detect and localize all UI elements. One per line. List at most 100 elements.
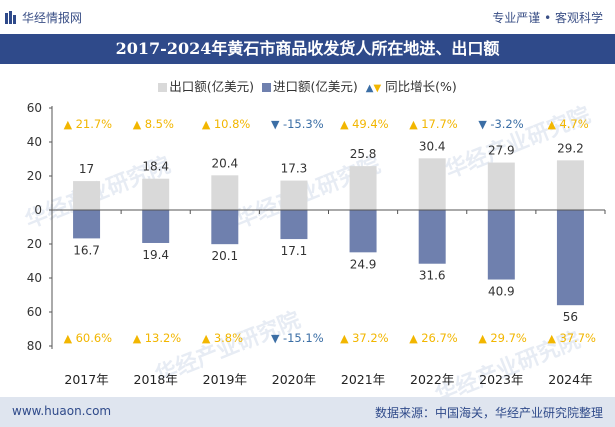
import-value-label: 40.9 — [488, 285, 515, 299]
import-bar — [418, 210, 446, 264]
growth-up-icon: ▲ — [340, 118, 349, 131]
export-bar — [73, 181, 101, 210]
export-growth-label: 4.7% — [559, 117, 588, 131]
growth-up-icon: ▲ — [133, 118, 142, 131]
y-tick-label: 20 — [27, 169, 42, 183]
import-bar — [211, 210, 239, 245]
y-tick-label: 40 — [27, 135, 42, 149]
export-growth-label: 17.7% — [421, 117, 458, 131]
export-bar — [280, 180, 308, 210]
import-bar — [280, 210, 308, 240]
growth-up-icon: ▲ — [202, 332, 211, 345]
legend-export: 出口额(亿美元) — [158, 76, 254, 95]
growth-up-icon: ▲ — [64, 332, 73, 345]
export-swatch-icon — [158, 83, 168, 92]
growth-down-icon: ▼ — [478, 118, 487, 131]
growth-up-icon: ▲ — [409, 332, 418, 345]
tagline: 专业严谨 • 客观科学 — [492, 11, 603, 25]
growth-up-icon: ▲ — [64, 118, 73, 131]
export-bar — [418, 158, 446, 210]
y-tick-label: 60 — [27, 305, 42, 319]
top-bar: 华经情报网 专业严谨 • 客观科学 — [0, 0, 615, 34]
export-bar — [349, 166, 377, 210]
import-value-label: 24.9 — [350, 257, 377, 271]
export-value-label: 25.8 — [350, 147, 377, 161]
import-growth-label: 29.7% — [490, 331, 527, 345]
growth-up-icon: ▲ — [409, 118, 418, 131]
triangle-down-blue-icon: ▲ — [365, 83, 374, 94]
y-tick-label: 80 — [27, 339, 42, 353]
growth-up-icon: ▲ — [202, 118, 211, 131]
footer-source: 数据来源：中国海关，华经产业研究院整理 — [374, 406, 603, 420]
y-tick-label: 40 — [27, 271, 42, 285]
footer-site: www.huaon.com — [12, 404, 112, 418]
x-category-label: 2024年 — [548, 372, 592, 387]
export-growth-label: 21.7% — [76, 117, 113, 131]
import-growth-label: 3.8% — [214, 331, 243, 345]
import-value-label: 31.6 — [419, 269, 446, 283]
x-category-label: 2021年 — [341, 372, 385, 387]
export-value-label: 17 — [79, 162, 94, 176]
import-bar — [142, 210, 170, 243]
legend-export-label: 出口额(亿美元) — [169, 79, 254, 94]
import-growth-label: 37.7% — [559, 331, 596, 345]
export-bar — [142, 178, 170, 210]
growth-up-icon: ▲ — [547, 118, 556, 131]
export-value-label: 17.3 — [281, 162, 308, 176]
import-bar — [73, 210, 101, 239]
growth-up-icon: ▲ — [133, 332, 142, 345]
export-growth-label: 49.4% — [352, 117, 389, 131]
export-value-label: 18.4 — [142, 160, 169, 174]
export-value-label: 27.9 — [488, 144, 515, 158]
x-category-label: 2019年 — [203, 372, 247, 387]
export-value-label: 29.2 — [557, 141, 584, 155]
y-tick-label: 60 — [27, 101, 42, 115]
import-value-label: 17.1 — [281, 244, 308, 258]
export-value-label: 20.4 — [211, 156, 238, 170]
growth-down-icon: ▼ — [271, 332, 280, 345]
triangle-up-yellow-icon: ▼ — [373, 83, 382, 94]
import-value-label: 56 — [563, 310, 578, 324]
y-tick-label: 0 — [34, 203, 42, 217]
legend-growth: ▲▼ 同比增长(%) — [366, 76, 457, 95]
x-category-label: 2020年 — [272, 372, 316, 387]
import-growth-label: 60.6% — [76, 331, 113, 345]
export-growth-label: 8.5% — [145, 117, 174, 131]
brand-name: 华经情报网 — [22, 11, 83, 25]
huajing-logo-icon — [5, 11, 16, 24]
import-value-label: 16.7 — [73, 243, 100, 257]
import-growth-label: 26.7% — [421, 331, 458, 345]
x-category-label: 2023年 — [479, 372, 523, 387]
import-bar — [556, 210, 584, 306]
export-growth-label: -15.3% — [283, 117, 324, 131]
import-value-label: 20.1 — [211, 249, 238, 263]
growth-up-icon: ▲ — [340, 332, 349, 345]
import-growth-label: 13.2% — [145, 331, 182, 345]
legend-growth-label: 同比增长(%) — [385, 79, 457, 94]
chart-title: 2017-2024年黄石市商品收发货人所在地进、出口额 — [0, 34, 615, 64]
export-bar — [556, 160, 584, 210]
growth-down-icon: ▼ — [271, 118, 280, 131]
growth-up-icon: ▲ — [547, 332, 556, 345]
import-swatch-icon — [261, 83, 271, 92]
x-category-label: 2018年 — [134, 372, 178, 387]
import-value-label: 19.4 — [142, 248, 169, 262]
y-tick-label: 20 — [27, 237, 42, 251]
x-category-label: 2017年 — [64, 372, 108, 387]
export-growth-label: -3.2% — [490, 117, 523, 131]
export-growth-label: 10.8% — [214, 117, 251, 131]
chart-legend: 出口额(亿美元) 进口额(亿美元) ▲▼ 同比增长(%) — [0, 76, 615, 95]
x-category-label: 2022年 — [410, 372, 454, 387]
export-value-label: 30.4 — [419, 139, 446, 153]
legend-import-label: 进口额(亿美元) — [272, 79, 358, 94]
footer: www.huaon.com 数据来源：中国海关，华经产业研究院整理 — [0, 397, 615, 427]
import-growth-label: 37.2% — [352, 331, 389, 345]
import-bar — [487, 210, 515, 280]
growth-up-icon: ▲ — [478, 332, 487, 345]
import-bar — [349, 210, 377, 253]
export-bar — [211, 175, 239, 210]
legend-import: 进口额(亿美元) — [261, 76, 358, 95]
export-bar — [487, 162, 515, 210]
import-growth-label: -15.1% — [283, 331, 324, 345]
